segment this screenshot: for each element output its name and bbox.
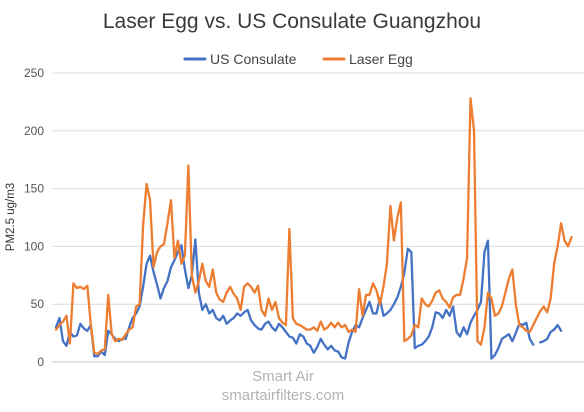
- chart-title: Laser Egg vs. US Consulate Guangzhou: [103, 10, 481, 33]
- legend-label: Laser Egg: [349, 51, 413, 67]
- y-axis-label: PM2.5 ug/m3: [5, 183, 17, 251]
- y-tick-label: 0: [37, 355, 44, 369]
- y-tick-label: 250: [24, 66, 44, 80]
- legend-item-us-consulate: US Consulate: [183, 51, 297, 67]
- watermark-brand: Smart Air: [252, 368, 314, 385]
- series-line-us-consulate: [54, 238, 563, 360]
- y-tick-label: 100: [24, 239, 44, 253]
- series-layer: [54, 97, 573, 360]
- legend: US Consulate Laser Egg: [183, 51, 413, 67]
- gridlines: [52, 72, 584, 305]
- legend-label: US Consulate: [210, 51, 297, 67]
- y-axis-ticks: 0 50 100 150 200 250: [24, 66, 44, 369]
- legend-item-laser-egg: Laser Egg: [322, 51, 413, 67]
- y-tick-label: 150: [24, 182, 44, 196]
- watermark-url: smartairfilters.com: [222, 387, 345, 404]
- y-tick-label: 50: [31, 297, 45, 311]
- y-tick-label: 200: [24, 124, 44, 138]
- series-line-laser-egg: [54, 97, 573, 356]
